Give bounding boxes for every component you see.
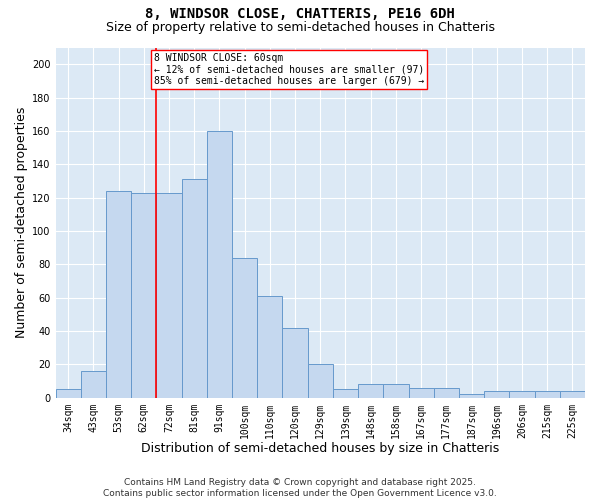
Text: Contains HM Land Registry data © Crown copyright and database right 2025.
Contai: Contains HM Land Registry data © Crown c… [103,478,497,498]
X-axis label: Distribution of semi-detached houses by size in Chatteris: Distribution of semi-detached houses by … [141,442,499,455]
Bar [383,384,409,398]
Bar [182,180,207,398]
Bar [333,390,358,398]
Bar [81,371,106,398]
Bar [434,388,459,398]
Bar [106,191,131,398]
Text: Size of property relative to semi-detached houses in Chatteris: Size of property relative to semi-detach… [106,21,494,34]
Text: 8 WINDSOR CLOSE: 60sqm
← 12% of semi-detached houses are smaller (97)
85% of sem: 8 WINDSOR CLOSE: 60sqm ← 12% of semi-det… [154,52,424,86]
Bar [459,394,484,398]
Bar [409,388,434,398]
Bar [535,391,560,398]
Bar [157,192,182,398]
Bar [232,258,257,398]
Text: 8, WINDSOR CLOSE, CHATTERIS, PE16 6DH: 8, WINDSOR CLOSE, CHATTERIS, PE16 6DH [145,8,455,22]
Bar [484,391,509,398]
Y-axis label: Number of semi-detached properties: Number of semi-detached properties [15,107,28,338]
Bar [560,391,585,398]
Bar [131,192,157,398]
Bar [207,131,232,398]
Bar [509,391,535,398]
Bar [283,328,308,398]
Bar [358,384,383,398]
Bar [308,364,333,398]
Bar [257,296,283,398]
Bar [56,390,81,398]
